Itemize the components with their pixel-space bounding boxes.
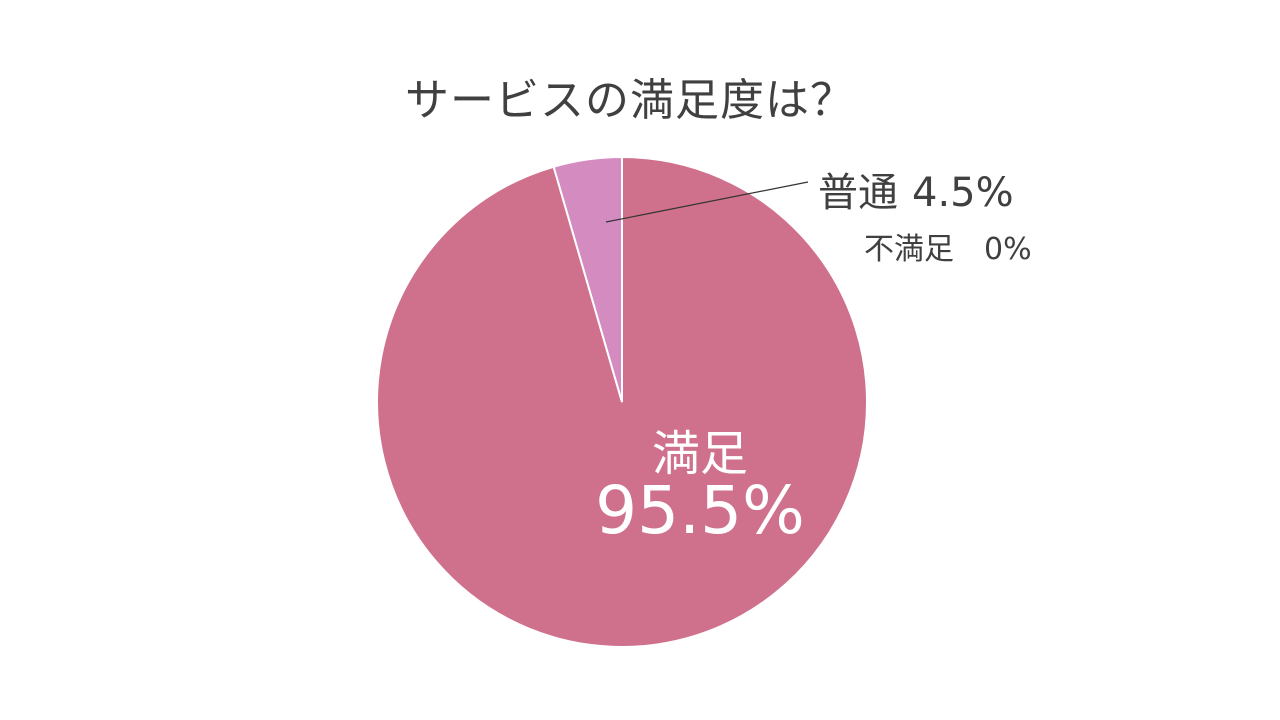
slice-label-normal: 普通 xyxy=(818,170,898,216)
slice-label-satisfied: 満足 xyxy=(651,426,748,482)
slice-value-satisfied: 95.5% xyxy=(595,472,805,549)
slice-label-dissatisfied: 不満足 xyxy=(864,232,954,267)
slice-value-dissatisfied: 0% xyxy=(984,232,1032,267)
pie-slice-1 xyxy=(552,155,623,403)
slice-value-normal: 4.5% xyxy=(912,170,1014,216)
chart-title: サービスの満足度は？ xyxy=(405,75,855,126)
pie-slices xyxy=(376,155,868,648)
slice-label-dissatisfied-group: 不満足 0% xyxy=(864,224,1032,268)
leader-line-normal xyxy=(605,181,809,223)
slice-label-normal-group: 普通 4.5% xyxy=(818,160,1014,218)
